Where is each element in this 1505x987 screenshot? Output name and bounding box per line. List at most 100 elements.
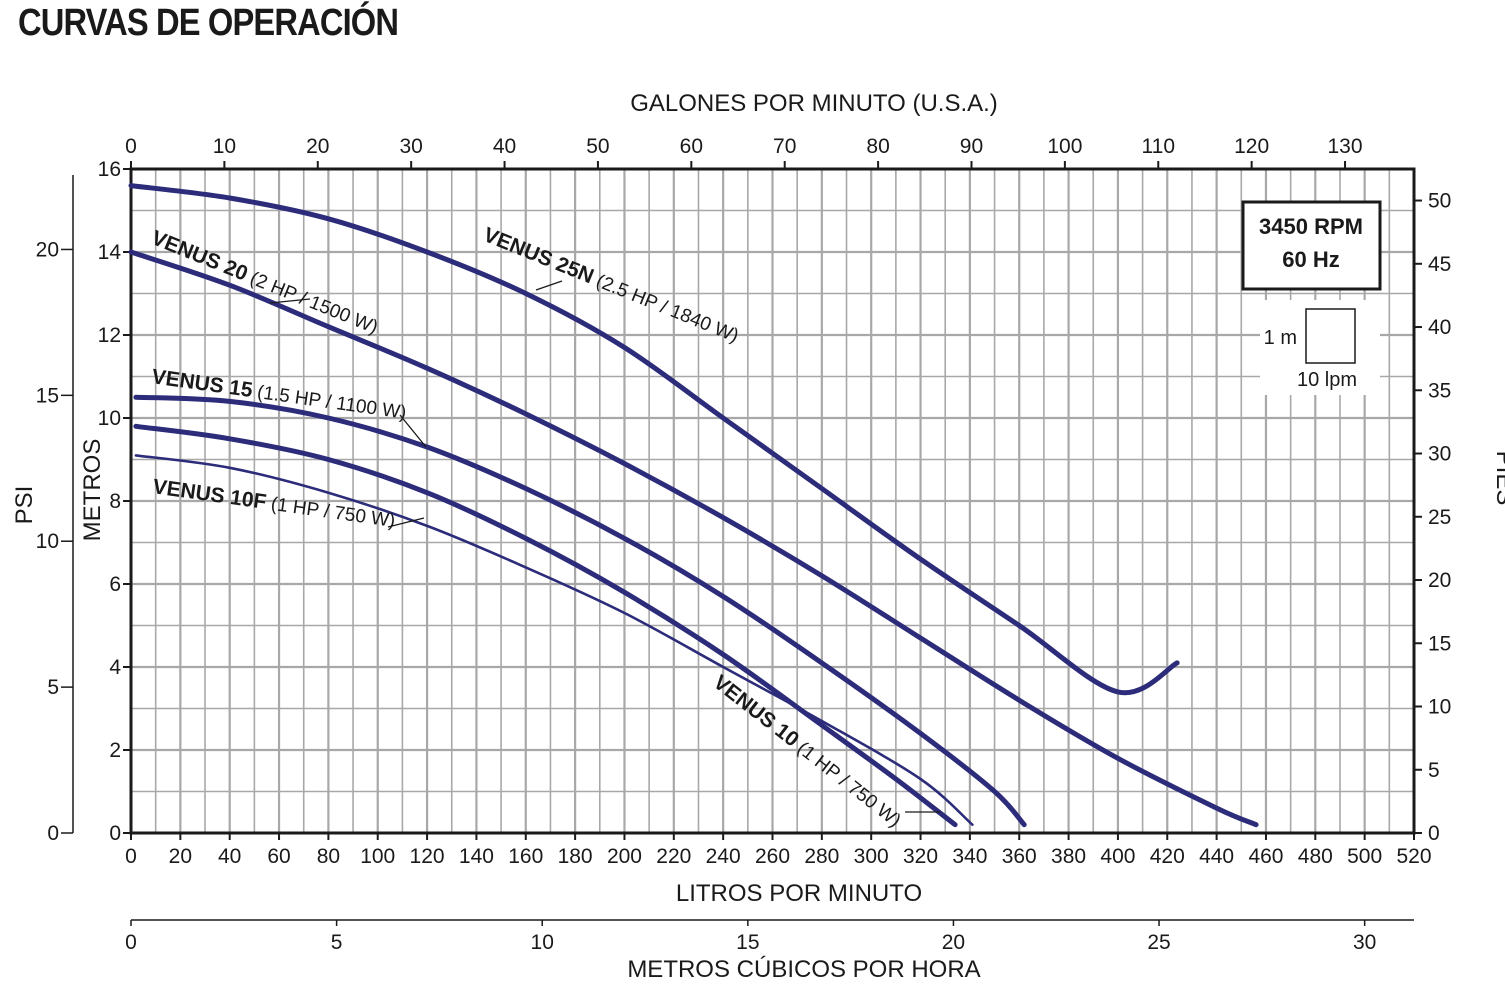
rpm-label: 3450 RPM: [1259, 214, 1363, 239]
bottom-axis-tick-label: 100: [360, 845, 395, 868]
right-axis-tick-label: 25: [1428, 506, 1451, 529]
psi-axis-tick-label: 0: [47, 822, 59, 845]
right-axis-tick-label: 5: [1428, 759, 1440, 782]
bottom-axis-tick-label: 400: [1100, 845, 1135, 868]
top-axis-tick-label: 60: [680, 135, 703, 158]
curve-venus-20: [128, 249, 1259, 828]
top-axis-tick-label: 30: [399, 135, 422, 158]
bottom-axis-2-title: METROS CÚBICOS POR HORA: [627, 956, 980, 983]
left-axis-tick-label: 10: [98, 407, 121, 430]
left-axis-tick-label: 6: [109, 573, 121, 596]
hz-label: 60 Hz: [1282, 247, 1339, 272]
right-axis-tick-label: 40: [1428, 316, 1451, 339]
bottom-axis-tick-label: 60: [267, 845, 290, 868]
bottom-axis-tick-label: 360: [1002, 845, 1037, 868]
bottom-axis-tick-label: 520: [1396, 845, 1431, 868]
bottom-axis-tick-label: 180: [558, 845, 593, 868]
top-axis-tick-label: 40: [493, 135, 516, 158]
top-axis-title: GALONES POR MINUTO (U.S.A.): [630, 90, 998, 117]
psi-axis-tick-label: 15: [36, 384, 59, 407]
leader-venus-25n: [535, 280, 563, 291]
right-axis-tick-label: 45: [1428, 253, 1451, 276]
leader-venus-15: [399, 414, 427, 448]
bottom-axis-tick-label: 40: [218, 845, 241, 868]
top-axis-tick-label: 20: [306, 135, 329, 158]
bottom-axis-2-tick-label: 15: [736, 931, 759, 954]
bottom-axis-2-tick-label: 0: [125, 931, 137, 954]
top-axis-tick-label: 120: [1234, 135, 1269, 158]
right-axis-tick-label: 10: [1428, 696, 1451, 719]
bottom-axis-tick-label: 0: [125, 845, 137, 868]
left-axis-tick-label: 0: [109, 822, 121, 845]
label-leader-lines: [269, 280, 940, 813]
bottom-axis-2-tick-label: 10: [531, 931, 554, 954]
top-axis-tick-label: 110: [1142, 135, 1175, 158]
top-axis-tick-label: 10: [213, 135, 236, 158]
curve-venus-25n: [128, 183, 1180, 696]
left-axis-tick-label: 12: [98, 324, 121, 347]
bottom-axis-2-tick-label: 5: [331, 931, 343, 954]
bottom-axis-tick-label: 340: [952, 845, 987, 868]
bottom-axis-2-tick-label: 30: [1353, 931, 1376, 954]
bottom-axis-tick-label: 220: [656, 845, 691, 868]
bottom-axis-tick-label: 500: [1347, 845, 1382, 868]
bottom-axis-tick-label: 280: [804, 845, 839, 868]
bottom-axis-tick-label: 120: [410, 845, 445, 868]
bottom-axis-tick-label: 20: [169, 845, 192, 868]
bottom-axis-tick-label: 200: [607, 845, 642, 868]
bottom-axis-tick-label: 240: [706, 845, 741, 868]
psi-axis-tick-label: 5: [47, 676, 59, 699]
right-axis-title: PIES: [1491, 451, 1505, 506]
psi-axis-tick-label: 10: [36, 530, 59, 553]
bottom-axis-tick-label: 320: [903, 845, 938, 868]
left-axis-tick-label: 2: [109, 739, 121, 762]
right-axis-tick-label: 0: [1428, 822, 1440, 845]
curve-venus-10: [133, 423, 958, 828]
rpm-info-box: 3450 RPM 60 Hz: [1241, 200, 1382, 291]
left-axis-2-title: PSI: [11, 486, 38, 525]
right-axis-tick-label: 20: [1428, 569, 1451, 592]
leader-venus-20: [269, 298, 311, 304]
pump-curves: [128, 183, 1259, 828]
scale-horizontal-label: 10 lpm: [1297, 369, 1357, 391]
left-axis-title: METROS: [79, 439, 106, 542]
bottom-axis-tick-label: 380: [1051, 845, 1086, 868]
curve-venus-10f: [134, 454, 974, 826]
grid-scale-legend: 1 m 10 lpm: [1260, 300, 1380, 395]
top-axis-tick-label: 130: [1328, 135, 1363, 158]
left-axis-tick-label: 4: [109, 656, 121, 679]
label-venus-25n: VENUS 25N(2.5 HP / 1840 W): [480, 223, 742, 347]
right-axis-tick-label: 35: [1428, 379, 1451, 402]
bottom-axis-tick-label: 480: [1298, 845, 1333, 868]
bottom-axis-tick-label: 460: [1248, 845, 1283, 868]
chart-grid: [131, 169, 1414, 833]
top-axis-tick-label: 0: [125, 135, 137, 158]
curve-venus-15: [133, 394, 1027, 828]
bottom-axis-tick-label: 260: [755, 845, 790, 868]
bottom-axis-tick-label: 440: [1199, 845, 1234, 868]
bottom-axis-tick-label: 160: [508, 845, 543, 868]
bottom-axis-title: LITROS POR MINUTO: [676, 880, 922, 907]
top-axis-tick-label: 50: [586, 135, 609, 158]
top-axis-tick-label: 100: [1047, 135, 1082, 158]
chart-axes: [61, 161, 1422, 926]
left-axis-tick-label: 14: [98, 241, 122, 264]
bottom-axis-tick-label: 80: [317, 845, 340, 868]
right-axis-tick-label: 15: [1428, 632, 1451, 655]
right-axis-tick-label: 30: [1428, 443, 1451, 466]
psi-axis-tick-label: 20: [36, 238, 59, 261]
bottom-axis-2-tick-label: 25: [1147, 931, 1170, 954]
top-axis-tick-label: 70: [773, 135, 796, 158]
left-axis-tick-label: 8: [109, 490, 121, 513]
bottom-axis-tick-label: 420: [1150, 845, 1185, 868]
label-venus-10f-name: VENUS 10F: [151, 475, 268, 514]
label-venus-10-spec: (1 HP / 750 W): [793, 738, 905, 832]
label-venus-20: VENUS 20(2 HP / 1500 W): [148, 226, 381, 338]
scale-vertical-label: 1 m: [1264, 327, 1297, 349]
top-axis-tick-label: 90: [960, 135, 983, 158]
left-axis-tick-label: 16: [98, 158, 121, 181]
right-axis-tick-label: 50: [1428, 190, 1451, 213]
label-venus-20-spec: (2 HP / 1500 W): [247, 268, 381, 338]
